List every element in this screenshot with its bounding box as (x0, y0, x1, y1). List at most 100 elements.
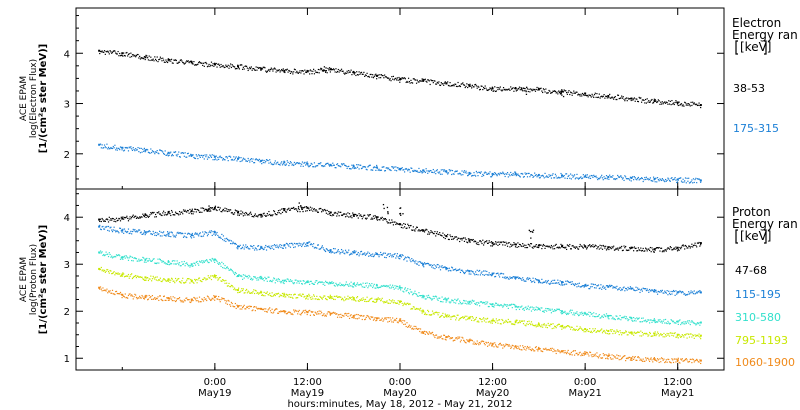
scatter-dot (479, 274, 482, 276)
scatter-dot (503, 303, 505, 305)
scatter-dot (616, 285, 618, 287)
scatter-dot (668, 100, 670, 102)
scatter-dot (345, 251, 347, 253)
scatter-dot (228, 210, 230, 212)
scatter-dot (486, 274, 489, 276)
scatter-dot (427, 172, 429, 174)
scatter-dot (684, 293, 686, 295)
scatter-dot (198, 155, 201, 157)
scatter-dot (690, 333, 692, 335)
scatter-dot (699, 336, 701, 338)
scatter-dot (285, 279, 287, 281)
scatter-dot (162, 151, 164, 153)
scatter-dot (695, 104, 697, 106)
scatter-dot (327, 249, 329, 252)
scatter-dot (214, 230, 216, 232)
scatter-dot (361, 253, 363, 256)
scatter-dot (683, 245, 685, 247)
scatter-dot (510, 86, 512, 88)
scatter-dot (389, 253, 391, 255)
scatter-dot (614, 178, 616, 181)
scatter-dot (106, 253, 108, 256)
scatter-dot (332, 68, 334, 71)
scatter-dot (172, 62, 174, 64)
scatter-dot (445, 82, 447, 84)
scatter-dot (502, 305, 505, 307)
scatter-dot (249, 212, 251, 214)
scatter-dot (451, 238, 453, 240)
scatter-dot (164, 262, 166, 264)
scatter-dot (320, 247, 322, 250)
scatter-dot (617, 94, 619, 96)
scatter-dot (415, 308, 417, 310)
scatter-dot (427, 296, 429, 299)
scatter-dot (192, 63, 194, 65)
scatter-dot (633, 316, 635, 319)
scatter-dot (647, 101, 649, 103)
scatter-dot (485, 321, 487, 323)
scatter-dot (249, 66, 251, 69)
scatter-dot (129, 255, 131, 257)
scatter-dot (182, 232, 184, 235)
scatter-dot (352, 286, 355, 288)
scatter-dot (270, 295, 272, 297)
scatter-dot (356, 282, 359, 284)
scatter-dot (119, 293, 121, 295)
scatter-dot (264, 246, 266, 248)
scatter-dot (520, 278, 522, 280)
scatter-dot (602, 95, 604, 97)
scatter-dot (508, 242, 510, 244)
scatter-dot (190, 211, 192, 213)
scatter-dot (380, 300, 382, 302)
scatter-dot (388, 299, 391, 301)
scatter-dot (249, 248, 251, 250)
scatter-dot (680, 292, 683, 294)
scatter-dot (442, 267, 444, 269)
scatter-dot (586, 174, 588, 176)
scatter-dot (556, 308, 558, 310)
scatter-dot (451, 316, 453, 318)
scatter-dot (625, 316, 628, 318)
scatter-dot (571, 281, 573, 283)
scatter-dot (260, 69, 262, 71)
scatter-dot (198, 301, 200, 303)
scatter-dot (111, 273, 113, 275)
scatter-dot (273, 244, 276, 246)
scatter-dot (587, 176, 589, 178)
scatter-dot (518, 175, 521, 177)
scatter-dot (143, 215, 145, 217)
scatter-dot (204, 277, 206, 279)
scatter-dot (303, 296, 305, 298)
scatter-dot (328, 69, 330, 71)
scatter-dot (507, 88, 509, 90)
scatter-dot (226, 266, 229, 268)
scatter-dot (248, 214, 250, 216)
scatter-dot (198, 154, 200, 156)
scatter-dot (130, 146, 132, 148)
scatter-dot (261, 294, 264, 296)
scatter-dot (620, 175, 622, 177)
scatter-dot (127, 228, 130, 230)
scatter-dot (336, 284, 338, 286)
scatter-dot (635, 247, 637, 249)
spike-dot (322, 70, 324, 72)
scatter-dot (461, 316, 463, 319)
scatter-dot (680, 336, 682, 338)
scatter-dot (448, 85, 450, 87)
scatter-dot (281, 208, 283, 210)
scatter-dot (342, 250, 344, 252)
scatter-dot (194, 232, 197, 234)
scatter-dot (231, 269, 233, 272)
scatter-dot (368, 215, 370, 217)
scatter-dot (167, 235, 169, 237)
scatter-dot (186, 60, 189, 63)
scatter-dot (544, 281, 546, 283)
scatter-dot (268, 68, 270, 71)
scatter-dot (641, 335, 643, 337)
scatter-dot (253, 289, 255, 291)
scatter-dot (150, 148, 152, 150)
scatter-dot (687, 104, 689, 106)
scatter-dot (551, 174, 553, 176)
scatter-dot (459, 271, 462, 274)
scatter-dot (355, 213, 357, 216)
